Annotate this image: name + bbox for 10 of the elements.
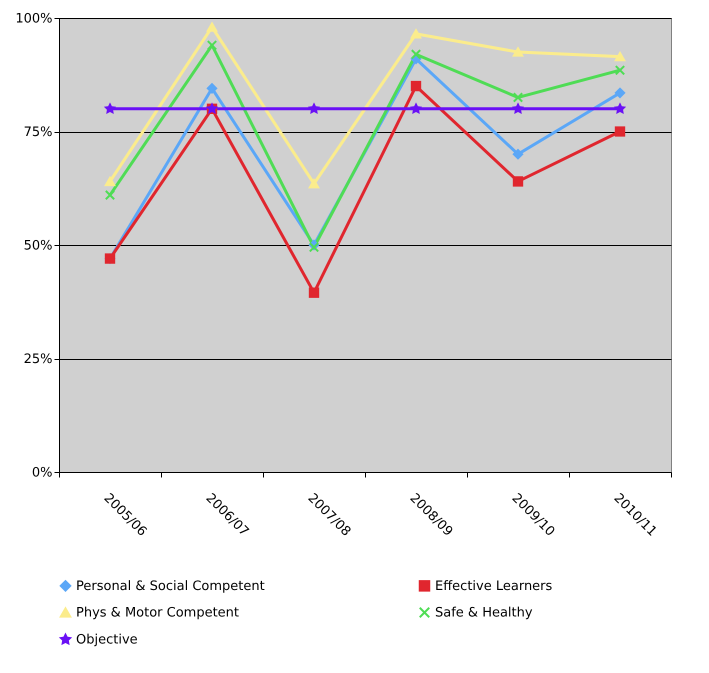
y-tick-label: 75%	[24, 125, 52, 140]
y-tick-label: 50%	[24, 238, 52, 254]
legend-label: Safe & Healthy	[435, 606, 533, 620]
legend-label: Objective	[76, 632, 138, 648]
legend-label: Phys & Motor Competent	[76, 606, 240, 620]
legend-label: Personal & Social Competent	[76, 578, 265, 594]
y-tick-label: 25%	[24, 352, 52, 367]
legend-label: Effective Learners	[435, 578, 553, 594]
y-tick-label: 0%	[32, 466, 52, 480]
y-tick-label: 100%	[15, 12, 52, 26]
